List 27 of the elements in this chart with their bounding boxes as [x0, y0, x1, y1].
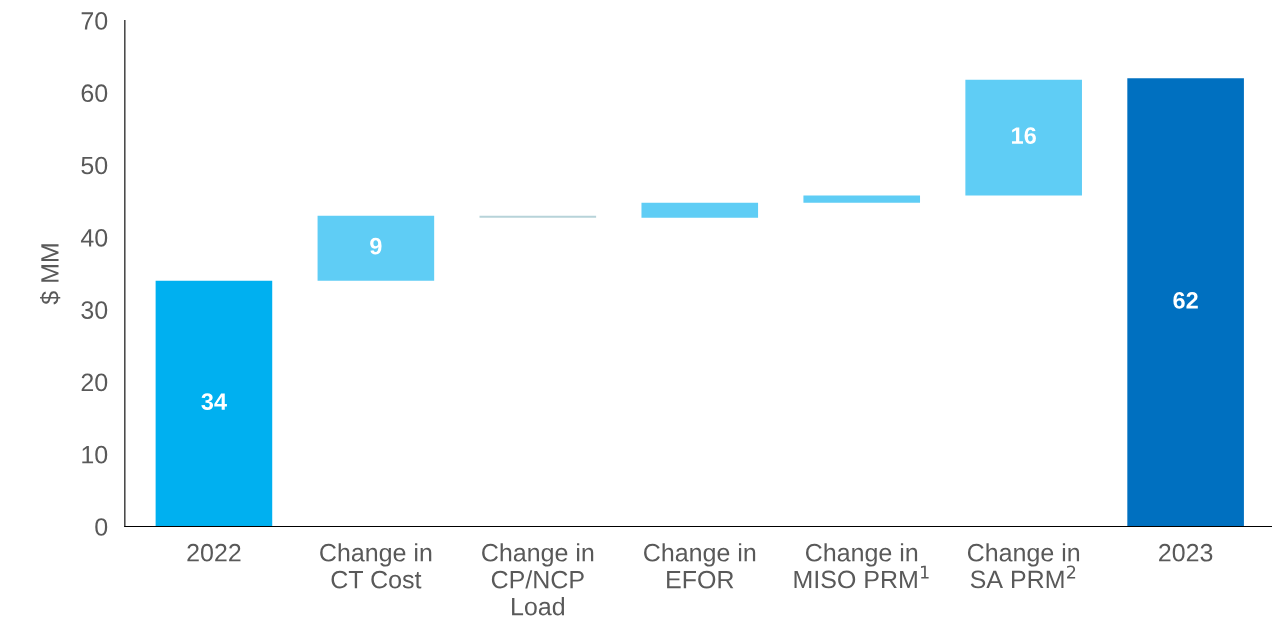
data-label: 34 — [201, 393, 227, 410]
x-tick-label: Change in EFOR — [644, 543, 756, 589]
bar — [155, 280, 273, 527]
data-label: 16 — [1012, 127, 1036, 144]
data-label: 9 — [370, 237, 382, 255]
x-tick-label: Change in CP/NCP Load — [482, 543, 594, 616]
bar — [1127, 78, 1244, 527]
y-tick-label: 30 — [81, 301, 108, 319]
bar — [641, 202, 759, 218]
x-tick-label: Change in SA PRM$^{2}$ — [967, 543, 1080, 589]
bar — [803, 195, 921, 203]
y-tick-label: 10 — [82, 445, 108, 464]
bar — [317, 215, 435, 281]
x-tick-label: Change in CT Cost — [320, 543, 432, 589]
y-tick-label: 60 — [81, 84, 108, 103]
data-label: 62 — [1173, 292, 1198, 309]
bar — [965, 79, 1082, 196]
y-tick-label: 0 — [95, 518, 108, 536]
y-axis-title: $ MM — [40, 244, 61, 305]
bar — [479, 215, 597, 218]
x-tick-label: 2022 — [187, 543, 241, 562]
y-tick-label: 50 — [81, 156, 108, 175]
x-tick-label: 2023 — [1159, 543, 1213, 562]
y-tick-label: 20 — [81, 373, 108, 392]
y-tick-label: 40 — [80, 228, 108, 247]
x-tick-label: Change in MISO PRM$^{1}$ — [794, 543, 929, 589]
y-tick-label: 70 — [81, 12, 108, 30]
